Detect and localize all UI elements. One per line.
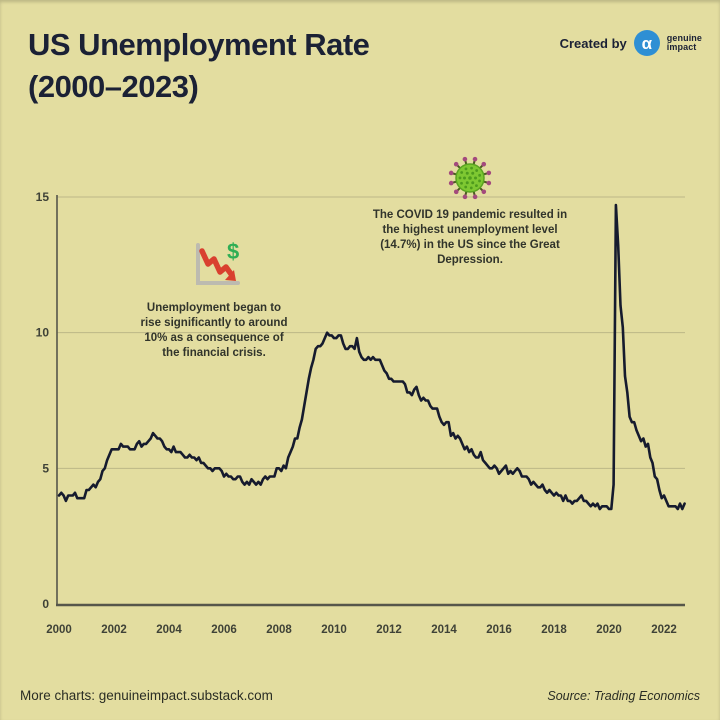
annotation-line: the highest unemployment level <box>382 224 558 236</box>
virus-texture-dots <box>458 166 482 190</box>
x-tick-label: 2008 <box>266 624 292 636</box>
page-title: US Unemployment Rate (2000–2023) <box>28 24 370 108</box>
x-tick-labels: 2000 2002 2004 2006 2008 2010 2012 2014 2016 2018… <box>46 624 677 636</box>
annotation-line: the financial crisis. <box>162 347 266 359</box>
dollar-sign-icon: $ <box>227 239 239 264</box>
x-tick-label: 2018 <box>541 624 567 636</box>
unemployment-series-line <box>57 203 686 511</box>
genuine-impact-logo-icon: α <box>633 30 660 56</box>
y-tick-labels: 0 5 10 15 <box>36 190 50 611</box>
coronavirus-icon <box>448 156 492 200</box>
annotation-covid: The COVID 19 pandemic resulted in the hi… <box>358 155 582 268</box>
footer: More charts: genuineimpact.substack.com … <box>20 688 700 703</box>
annotation-line: rise significantly to around <box>140 317 288 329</box>
annotation-line: The COVID 19 pandemic resulted in <box>372 209 568 221</box>
page-title-line2: (2000–2023) <box>28 69 199 104</box>
brand-attribution: Created by α genuine impact <box>560 30 702 56</box>
y-tick-label: 15 <box>36 190 50 204</box>
annotation-line: 10% as a consequence of <box>144 332 284 344</box>
y-tick-label: 0 <box>42 597 49 611</box>
declining-chart-dollar-icon: $ <box>196 239 240 285</box>
annotation-financial-crisis-text: Unemployment began to rise significantly… <box>141 301 288 361</box>
x-tick-label: 2022 <box>651 624 677 636</box>
arrow-down-icon <box>225 270 236 281</box>
brand-name-line1: genuine <box>666 32 702 43</box>
x-tick-label: 2012 <box>376 624 402 636</box>
x-tick-label: 2004 <box>156 624 182 636</box>
alpha-icon: α <box>641 33 653 53</box>
x-tick-label: 2020 <box>596 624 622 636</box>
brand-name: genuine impact <box>666 32 702 53</box>
annotation-line: (14.7%) in the US since the Great <box>380 239 560 251</box>
x-tick-label: 2010 <box>321 624 347 636</box>
more-charts-link[interactable]: More charts: genuineimpact.substack.com <box>20 688 273 703</box>
created-by-label: Created by <box>559 35 627 51</box>
x-tick-label: 2014 <box>431 624 457 636</box>
source-credit: Source: Trading Economics <box>547 689 700 703</box>
y-tick-label: 5 <box>42 461 49 475</box>
annotation-financial-crisis: $ Unemployment began to rise significant… <box>123 236 305 361</box>
x-tick-label: 2002 <box>101 624 127 636</box>
axes <box>56 195 685 607</box>
page-title-line1: US Unemployment Rate <box>28 27 370 62</box>
annotation-line: Depression. <box>437 254 503 266</box>
annotation-covid-text: The COVID 19 pandemic resulted in the hi… <box>373 208 567 268</box>
y-tick-label: 10 <box>36 326 50 340</box>
gridlines <box>57 196 685 469</box>
x-tick-label: 2006 <box>211 624 237 636</box>
x-tick-label: 2016 <box>486 624 512 636</box>
x-tick-label: 2000 <box>46 624 72 636</box>
annotation-line: Unemployment began to <box>146 302 282 314</box>
brand-name-line2: impact <box>666 42 697 52</box>
